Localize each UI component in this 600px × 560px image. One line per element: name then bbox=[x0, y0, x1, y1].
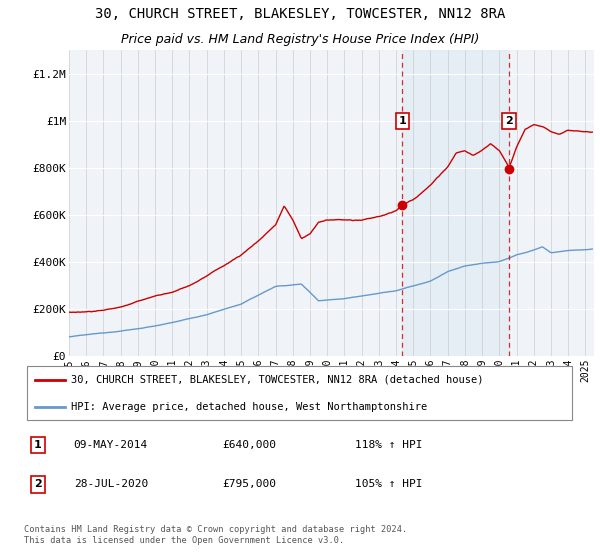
Text: £795,000: £795,000 bbox=[223, 479, 277, 489]
Text: Price paid vs. HM Land Registry's House Price Index (HPI): Price paid vs. HM Land Registry's House … bbox=[121, 34, 479, 46]
Text: 105% ↑ HPI: 105% ↑ HPI bbox=[355, 479, 422, 489]
Text: 30, CHURCH STREET, BLAKESLEY, TOWCESTER, NN12 8RA (detached house): 30, CHURCH STREET, BLAKESLEY, TOWCESTER,… bbox=[71, 375, 484, 385]
Text: Contains HM Land Registry data © Crown copyright and database right 2024.
This d: Contains HM Land Registry data © Crown c… bbox=[24, 525, 407, 545]
Text: 28-JUL-2020: 28-JUL-2020 bbox=[74, 479, 148, 489]
Text: 118% ↑ HPI: 118% ↑ HPI bbox=[355, 440, 422, 450]
Text: 1: 1 bbox=[398, 116, 406, 126]
Text: 09-MAY-2014: 09-MAY-2014 bbox=[74, 440, 148, 450]
Text: 2: 2 bbox=[505, 116, 513, 126]
Bar bbox=[402, 50, 509, 356]
Text: 2: 2 bbox=[34, 479, 41, 489]
Text: £640,000: £640,000 bbox=[223, 440, 277, 450]
Text: HPI: Average price, detached house, West Northamptonshire: HPI: Average price, detached house, West… bbox=[71, 402, 427, 412]
Text: 1: 1 bbox=[34, 440, 41, 450]
Text: 30, CHURCH STREET, BLAKESLEY, TOWCESTER, NN12 8RA: 30, CHURCH STREET, BLAKESLEY, TOWCESTER,… bbox=[95, 7, 505, 21]
FancyBboxPatch shape bbox=[27, 366, 572, 421]
